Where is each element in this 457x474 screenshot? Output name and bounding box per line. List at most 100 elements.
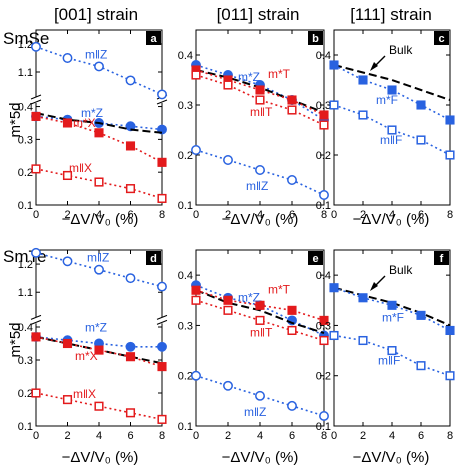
axis-break-gap bbox=[157, 317, 167, 324]
data-point bbox=[387, 85, 397, 95]
data-point bbox=[62, 338, 73, 349]
y-tick-label: 0.3 bbox=[18, 134, 33, 146]
x-tick-label: 4 bbox=[96, 209, 102, 221]
data-point bbox=[125, 141, 136, 151]
data-point bbox=[255, 300, 265, 310]
x-tick-label: 0 bbox=[33, 430, 39, 442]
data-point bbox=[31, 332, 41, 342]
data-point bbox=[445, 115, 455, 125]
x-axis-label-col2-bottom: −ΔV/V₀ (%) bbox=[222, 449, 299, 466]
y-tick-label: 0.3 bbox=[178, 100, 193, 112]
x-tick-label: 8 bbox=[447, 209, 453, 221]
data-point bbox=[329, 100, 339, 110]
data-point bbox=[255, 165, 265, 175]
series-line-bulk bbox=[195, 289, 325, 334]
axis-break-mark bbox=[30, 99, 42, 105]
panel-a: 0 2 4 6 8 0.1 0.2 0.3 0.4 1.1 1.2 m‖Z m*Zm*X m‖X a bbox=[18, 29, 168, 221]
series-label: m‖Z bbox=[87, 251, 109, 265]
data-point bbox=[223, 155, 233, 165]
y-tick-label: 0.1 bbox=[316, 421, 331, 433]
data-point bbox=[329, 283, 339, 293]
data-point bbox=[157, 341, 167, 352]
panel-letter: a bbox=[150, 33, 157, 45]
data-point bbox=[31, 164, 41, 174]
x-tick-label: 0 bbox=[331, 209, 337, 221]
y-tick-label: 0.1 bbox=[18, 421, 33, 433]
panel-e: 0 2 4 6 80.10.20.30.4m*Zm*Tm‖Tm‖Ze bbox=[178, 249, 329, 442]
y-tick-label: 1.2 bbox=[18, 39, 33, 51]
data-point bbox=[358, 110, 368, 120]
series-line-bulk bbox=[333, 286, 451, 327]
series-label: m*Z bbox=[238, 290, 260, 304]
data-point bbox=[157, 89, 167, 100]
panel-letter: b bbox=[312, 33, 319, 45]
x-tick-label: 0 bbox=[33, 209, 39, 221]
panel-letter: f bbox=[440, 253, 444, 265]
y-axis-label-bottom: m*5d bbox=[7, 322, 24, 357]
y-tick-label: 0.1 bbox=[316, 200, 331, 212]
data-point bbox=[319, 410, 329, 421]
series-line-mX bbox=[35, 336, 163, 368]
y-tick-label: 0.3 bbox=[18, 355, 33, 367]
data-point bbox=[319, 335, 329, 346]
series-label: m‖Z bbox=[85, 47, 107, 61]
data-point bbox=[191, 285, 201, 295]
y-tick-label: 0.1 bbox=[18, 200, 33, 212]
series-label: m‖Z bbox=[246, 179, 268, 193]
panel-letter-badge bbox=[146, 251, 161, 265]
data-point bbox=[319, 315, 329, 325]
x-tick-label: 0 bbox=[193, 209, 199, 221]
x-axis-label-col1-bottom: −ΔV/V₀ (%) bbox=[62, 449, 139, 466]
x-tick-label: 8 bbox=[321, 430, 327, 442]
data-point bbox=[157, 362, 167, 372]
data-point bbox=[319, 110, 329, 120]
y-tick-label: 0.4 bbox=[316, 50, 331, 62]
series-label: m‖Z bbox=[244, 405, 266, 419]
x-tick-label: 2 bbox=[360, 209, 366, 221]
x-axis-label-col3-bottom: −ΔV/V₀ (%) bbox=[353, 449, 430, 466]
series-line-bulk bbox=[333, 64, 451, 101]
data-point bbox=[445, 150, 455, 160]
y-tick-label: 0.3 bbox=[316, 100, 331, 112]
col-title-111: [111] strain bbox=[350, 5, 432, 24]
data-point bbox=[387, 125, 397, 135]
series-label: m*T bbox=[268, 282, 291, 296]
axis-break-mark bbox=[30, 94, 42, 100]
panel-frame bbox=[35, 249, 163, 427]
data-point bbox=[255, 315, 265, 325]
data-point bbox=[255, 85, 265, 95]
y-tick-label: 0.4 bbox=[178, 270, 193, 282]
data-point bbox=[358, 75, 368, 85]
data-point bbox=[287, 305, 297, 315]
data-point bbox=[287, 400, 297, 411]
data-point bbox=[387, 346, 397, 356]
x-tick-label: 2 bbox=[225, 430, 231, 442]
y-tick-label: 0.4 bbox=[18, 102, 33, 114]
data-point bbox=[62, 53, 73, 63]
data-point bbox=[31, 41, 41, 52]
series-line-mF bbox=[333, 64, 451, 121]
data-point bbox=[191, 370, 201, 381]
data-point bbox=[62, 256, 73, 267]
series-label: m*X bbox=[75, 349, 98, 363]
y-tick-label: 0.3 bbox=[316, 320, 331, 332]
series-label: m*Z bbox=[81, 106, 103, 120]
x-tick-label: 6 bbox=[127, 430, 133, 442]
bulk-arrow-head bbox=[370, 62, 378, 71]
x-tick-label: 0 bbox=[193, 430, 199, 442]
data-point bbox=[358, 293, 368, 303]
axis-break-mark bbox=[30, 314, 42, 320]
panel-letter-badge bbox=[146, 31, 161, 45]
x-tick-label: 2 bbox=[360, 430, 366, 442]
data-point bbox=[125, 184, 136, 194]
data-point bbox=[62, 170, 73, 181]
series-line-mZ bbox=[35, 115, 163, 131]
data-point bbox=[31, 111, 41, 121]
series-label: m‖T bbox=[250, 105, 273, 119]
data-point bbox=[125, 75, 136, 86]
data-point bbox=[157, 157, 167, 167]
panel-letter: c bbox=[438, 33, 444, 45]
